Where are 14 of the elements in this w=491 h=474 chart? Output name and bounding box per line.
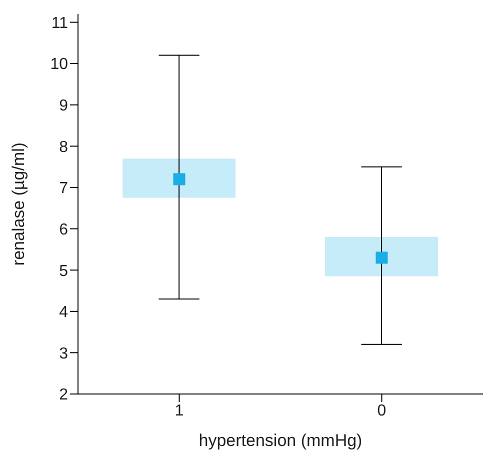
y-axis-title: renalase (µg/ml) — [9, 142, 28, 266]
y-tick-label: 8 — [59, 138, 68, 156]
y-tick-label: 10 — [50, 56, 68, 74]
y-tick-label: 5 — [59, 262, 68, 280]
x-tick-label: 0 — [377, 402, 386, 420]
x-tick-label: 1 — [174, 402, 184, 420]
y-tick-label: 2 — [59, 386, 68, 404]
y-tick-label: 9 — [59, 98, 68, 115]
x-axis-title: hypertension (mmHg) — [198, 431, 362, 450]
y-tick-label: 7 — [59, 180, 68, 198]
y-tick-label: 4 — [59, 304, 68, 322]
y-tick-label: 3 — [59, 345, 68, 362]
y-tick-label: 11 — [51, 14, 68, 32]
y-tick-label: 6 — [59, 221, 68, 238]
